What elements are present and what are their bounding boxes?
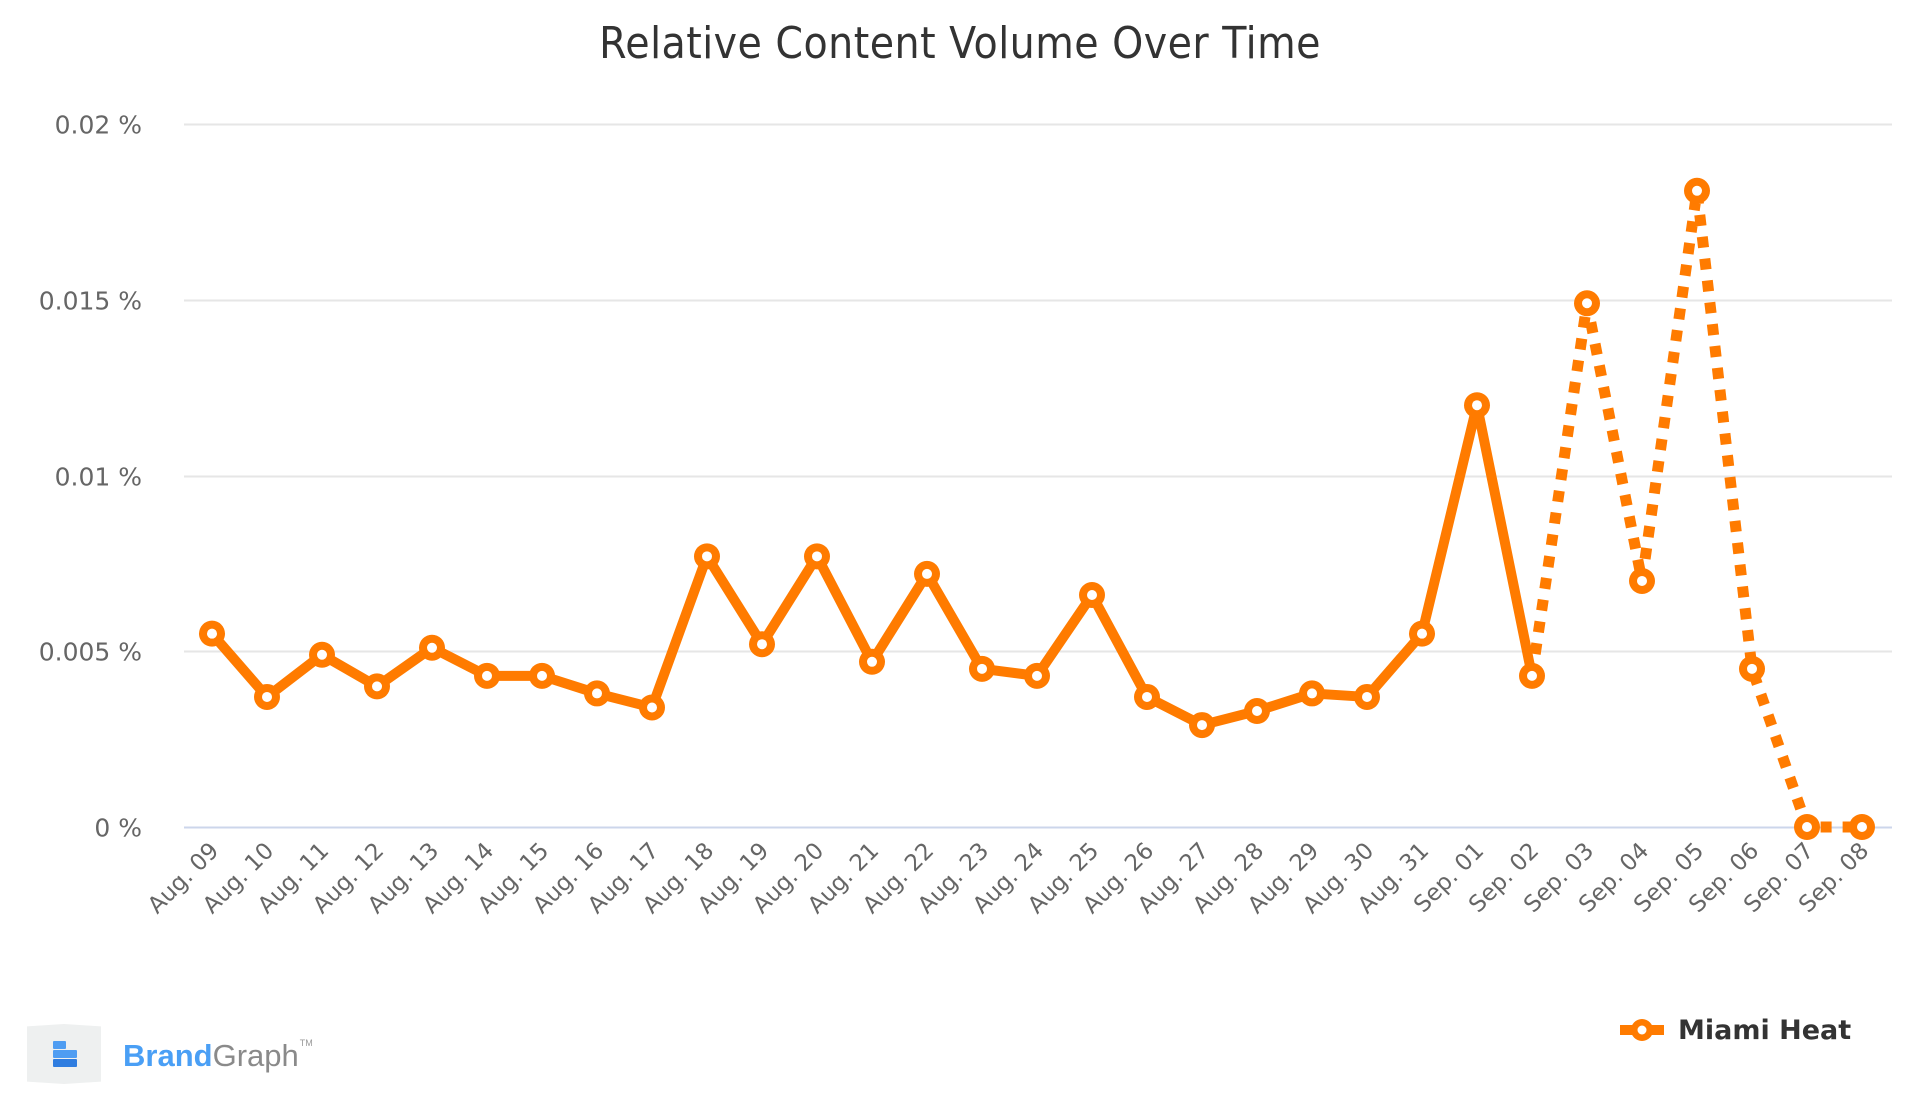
brandgraph-logo-icon <box>27 1024 101 1084</box>
data-point[interactable]: Sep. 01: 0.012 % <box>1464 392 1490 419</box>
data-point[interactable]: Aug. 13: 0.0051 % <box>419 634 445 661</box>
data-point[interactable]: Aug. 18: 0.0077 % <box>694 543 720 570</box>
data-point[interactable]: Aug. 24: 0.0043 % <box>1024 662 1050 689</box>
data-point[interactable]: Aug. 23: 0.0045 % <box>969 655 995 682</box>
data-point[interactable]: Aug. 28: 0.0033 % <box>1244 698 1270 725</box>
brand-word: Brand <box>123 1038 213 1073</box>
gridlines <box>184 123 1892 829</box>
data-point[interactable]: Aug. 21: 0.0047 % <box>859 648 885 675</box>
data-point[interactable]: Aug. 29: 0.0038 % <box>1299 680 1325 707</box>
data-point[interactable]: Aug. 15: 0.0043 % <box>529 662 555 689</box>
data-point[interactable]: Sep. 05: 0.0181 % <box>1684 177 1710 204</box>
data-point[interactable]: Aug. 20: 0.0077 % <box>804 543 830 570</box>
brandgraph-logo: BrandGraphTM <box>27 1022 313 1086</box>
data-point[interactable]: Aug. 30: 0.0037 % <box>1354 683 1380 710</box>
data-point[interactable]: Sep. 03: 0.0149 % <box>1574 290 1600 317</box>
data-point[interactable]: Aug. 16: 0.0038 % <box>584 680 610 707</box>
y-tick-label: 0 % <box>94 814 142 843</box>
data-point[interactable]: Sep. 06: 0.0045 % <box>1739 655 1765 682</box>
series-line-solid <box>207 400 1537 731</box>
data-point[interactable]: Sep. 02: 0.0043 % <box>1519 662 1545 689</box>
data-point[interactable]: Sep. 08: 0 % <box>1849 814 1875 840</box>
data-point[interactable]: Aug. 22: 0.0072 % <box>914 560 940 587</box>
legend-marker-icon <box>1620 1019 1664 1041</box>
graph-word: Graph <box>212 1038 299 1073</box>
y-tick-label: 0.015 % <box>39 287 142 316</box>
data-point[interactable]: Aug. 10: 0.0037 % <box>254 683 280 710</box>
y-tick-label: 0.005 % <box>39 638 142 667</box>
data-point[interactable]: Aug. 14: 0.0043 % <box>474 662 500 689</box>
y-tick-label: 0.01 % <box>55 463 142 492</box>
trademark: TM <box>299 1038 313 1048</box>
data-point[interactable]: Sep. 07: 0 % <box>1794 814 1820 840</box>
data-point[interactable]: Aug. 31: 0.0055 % <box>1409 620 1435 647</box>
chart-title: Relative Content Volume Over Time <box>599 18 1321 69</box>
legend-label: Miami Heat <box>1678 1014 1852 1046</box>
data-point[interactable]: Aug. 27: 0.0029 % <box>1189 712 1215 739</box>
legend-item-miami-heat[interactable]: Miami Heat <box>1620 1010 1851 1050</box>
data-point[interactable]: Sep. 04: 0.007 % <box>1629 567 1655 594</box>
data-point[interactable]: Aug. 19: 0.0052 % <box>749 631 775 658</box>
data-point[interactable]: Aug. 25: 0.0066 % <box>1079 582 1105 609</box>
y-axis-labels: 0 % 0.005 % 0.01 % 0.015 % 0.02 % <box>39 111 142 843</box>
y-tick-label: 0.02 % <box>55 111 142 140</box>
data-point[interactable]: Aug. 09: 0.0055 % <box>199 620 225 647</box>
line-chart: 0 % 0.005 % 0.01 % 0.015 % 0.02 % Aug. 09Aug… <box>39 111 1892 919</box>
data-point[interactable]: Aug. 11: 0.0049 % <box>309 641 335 668</box>
series-line-dashed <box>1526 190 1862 833</box>
series-miami-heat[interactable]: Aug. 09: 0.0055 % Aug. 10: 0.0037 % Aug. 1… <box>199 177 1875 840</box>
data-point[interactable]: Aug. 26: 0.0037 % <box>1134 683 1160 710</box>
brandgraph-wordmark: BrandGraphTM <box>123 1038 313 1074</box>
data-point[interactable]: Aug. 17: 0.0034 % <box>639 694 665 721</box>
data-point[interactable]: Aug. 12: 0.004 % <box>364 673 390 700</box>
